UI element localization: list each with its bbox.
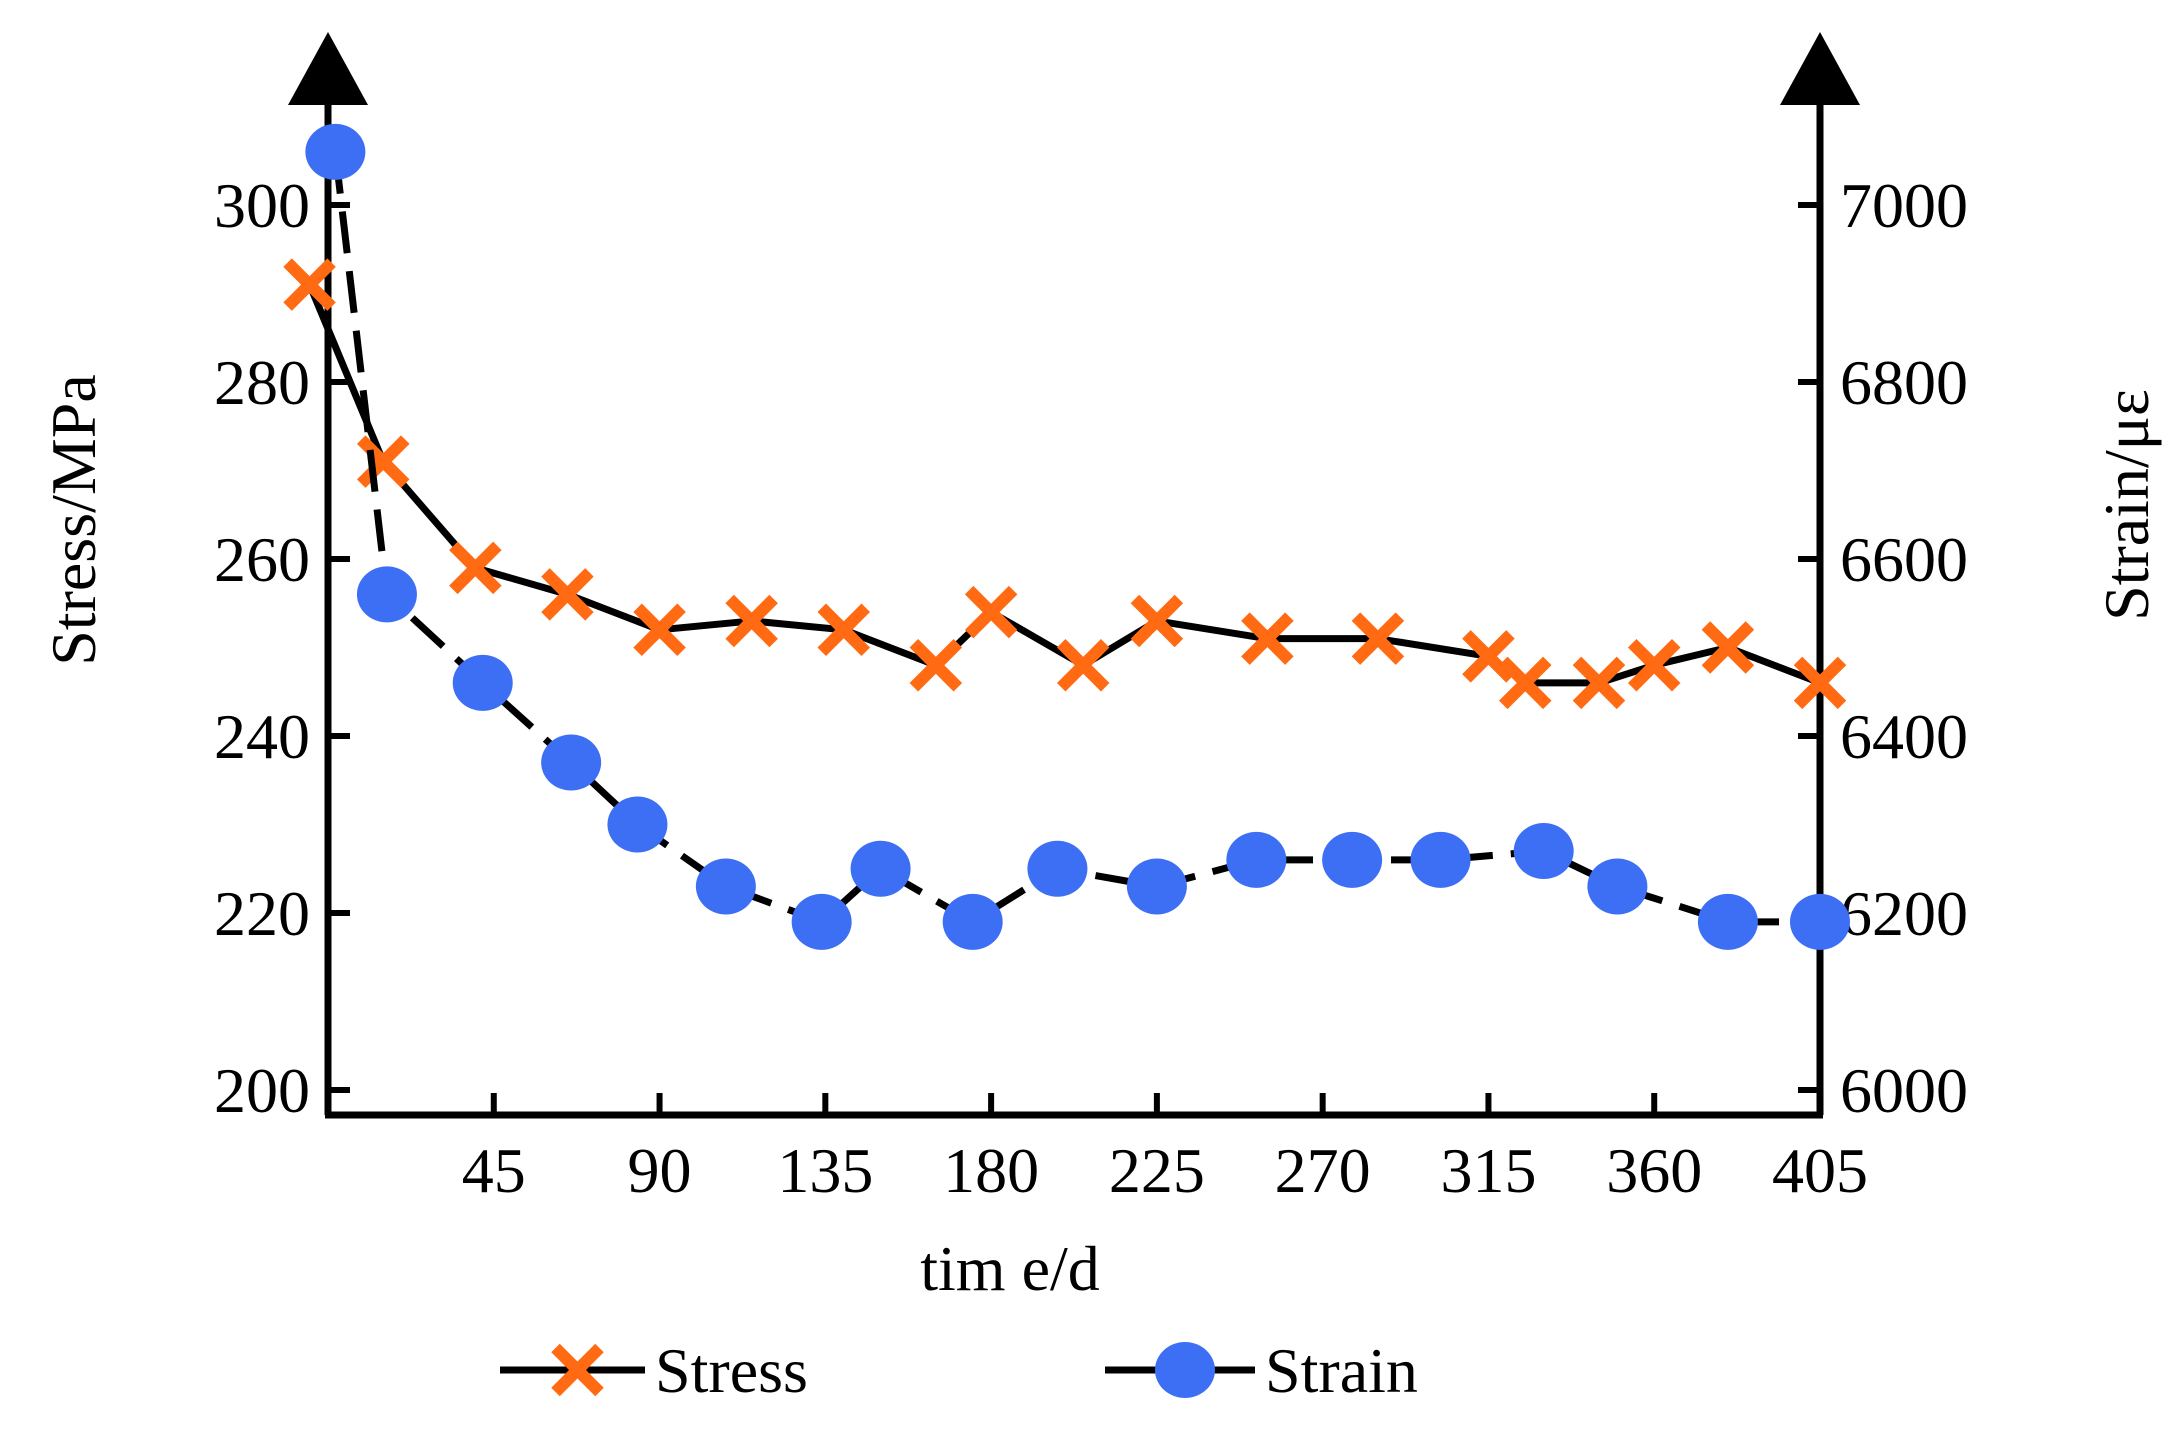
data-point-strain bbox=[1027, 840, 1088, 897]
data-point-strain bbox=[1587, 858, 1648, 915]
legend-label: Strain bbox=[1265, 1335, 1418, 1406]
y-axis-title-right: Strain/με bbox=[2091, 389, 2162, 621]
data-point-stress bbox=[1241, 612, 1294, 665]
data-point-stress bbox=[1572, 656, 1626, 710]
y-tick-label-left: 220 bbox=[214, 878, 310, 949]
marker-stroke bbox=[1793, 656, 1847, 710]
legend-marker bbox=[1155, 1342, 1215, 1398]
data-point-stress bbox=[964, 585, 1018, 639]
marker-stroke bbox=[1701, 621, 1755, 674]
series bbox=[283, 123, 1850, 950]
marker-stroke bbox=[1351, 612, 1405, 665]
legend-item-strain: Strain bbox=[1105, 1335, 1418, 1406]
y-tick-label-left: 260 bbox=[214, 524, 310, 595]
data-point-strain bbox=[452, 654, 513, 711]
data-point-stress bbox=[1701, 621, 1755, 674]
y-tick-label-right: 6400 bbox=[1840, 701, 1968, 772]
data-point-stress bbox=[909, 638, 963, 692]
data-point-strain bbox=[305, 123, 366, 180]
data-point-strain bbox=[1697, 893, 1758, 950]
data-point-stress bbox=[449, 541, 502, 595]
data-point-stress bbox=[1793, 656, 1847, 710]
legend: Stress Strain bbox=[500, 1335, 1418, 1406]
legend-item-stress: Stress bbox=[500, 1335, 808, 1406]
data-point-stress bbox=[817, 603, 870, 657]
x-tick-label: 90 bbox=[628, 1135, 692, 1206]
marker-stroke bbox=[551, 1343, 604, 1397]
x-tick-label: 360 bbox=[1606, 1135, 1702, 1206]
marker-stroke bbox=[357, 435, 410, 488]
data-point-stress bbox=[1499, 656, 1552, 710]
data-point-strain bbox=[791, 893, 852, 950]
y-tick-label-left: 200 bbox=[214, 1055, 310, 1126]
marker-stroke bbox=[1056, 638, 1110, 692]
y-tick-label-right: 6200 bbox=[1840, 878, 1968, 949]
x-tick-label: 45 bbox=[462, 1135, 526, 1206]
data-point-strain bbox=[1513, 823, 1574, 880]
data-point-strain bbox=[1410, 831, 1471, 888]
series-strain bbox=[305, 123, 1850, 950]
data-point-stress bbox=[357, 435, 410, 488]
y-tick-label-right: 7000 bbox=[1840, 170, 1968, 241]
data-point-stress bbox=[633, 603, 686, 657]
data-point-stress bbox=[541, 568, 594, 621]
data-point-strain bbox=[1322, 831, 1383, 888]
data-point-stress bbox=[1130, 594, 1184, 648]
data-point-stress bbox=[1056, 638, 1110, 692]
marker-stroke bbox=[725, 594, 778, 648]
data-point-strain bbox=[850, 840, 911, 897]
marker-stroke bbox=[541, 568, 594, 621]
y-tick-label-right: 6800 bbox=[1840, 347, 1968, 418]
data-point-strain bbox=[1226, 831, 1287, 888]
series-line-strain bbox=[331, 151, 1820, 926]
series-stress bbox=[283, 258, 1847, 710]
y-axis-right-arrow bbox=[1780, 32, 1860, 105]
x-tick-label: 180 bbox=[943, 1135, 1039, 1206]
marker-stroke bbox=[633, 603, 686, 657]
x-axis-title: tim e/d bbox=[920, 1233, 1100, 1304]
marker-stroke bbox=[449, 541, 502, 595]
marker-stroke bbox=[283, 258, 336, 311]
marker-stroke bbox=[1572, 656, 1626, 710]
y-tick-label-right: 6600 bbox=[1840, 524, 1968, 595]
data-point-strain bbox=[1126, 858, 1187, 915]
legend-marker bbox=[551, 1343, 604, 1397]
data-point-strain bbox=[1790, 893, 1850, 950]
x-tick-label: 405 bbox=[1772, 1135, 1868, 1206]
data-point-stress bbox=[725, 594, 778, 648]
legend-label: Stress bbox=[655, 1335, 808, 1406]
x-tick-label: 315 bbox=[1440, 1135, 1536, 1206]
series-line-stress bbox=[306, 283, 1822, 687]
y-axis-title-left: Stress/MPa bbox=[38, 374, 109, 666]
marker-stroke bbox=[964, 585, 1018, 639]
x-tick-label: 135 bbox=[777, 1135, 873, 1206]
x-tick-label: 225 bbox=[1109, 1135, 1205, 1206]
marker-stroke bbox=[1130, 594, 1184, 648]
data-point-stress bbox=[1627, 638, 1681, 692]
marker-stroke bbox=[1462, 630, 1515, 683]
marker-stroke bbox=[817, 603, 870, 657]
data-point-strain bbox=[607, 796, 668, 853]
axes bbox=[288, 32, 1860, 1119]
y-tick-label-left: 300 bbox=[214, 170, 310, 241]
data-point-strain bbox=[695, 858, 756, 915]
marker-stroke bbox=[1241, 612, 1294, 665]
data-point-strain bbox=[356, 566, 417, 623]
marker-stroke bbox=[1499, 656, 1552, 710]
data-point-strain bbox=[942, 893, 1003, 950]
y-tick-label-right: 6000 bbox=[1840, 1055, 1968, 1126]
x-tick-label: 270 bbox=[1275, 1135, 1371, 1206]
data-point-strain bbox=[541, 734, 602, 791]
y-tick-label-left: 280 bbox=[214, 347, 310, 418]
y-tick-label-left: 240 bbox=[214, 701, 310, 772]
ticks: 45 90 135 180 225 270 315 360 405 200 220 240 260 280… bbox=[214, 170, 1968, 1206]
marker-stroke bbox=[909, 638, 963, 692]
data-point-stress bbox=[1462, 630, 1515, 683]
y-axis-left-arrow bbox=[288, 32, 368, 105]
data-point-stress bbox=[283, 258, 336, 311]
marker-stroke bbox=[1627, 638, 1681, 692]
data-point-stress bbox=[1351, 612, 1405, 665]
